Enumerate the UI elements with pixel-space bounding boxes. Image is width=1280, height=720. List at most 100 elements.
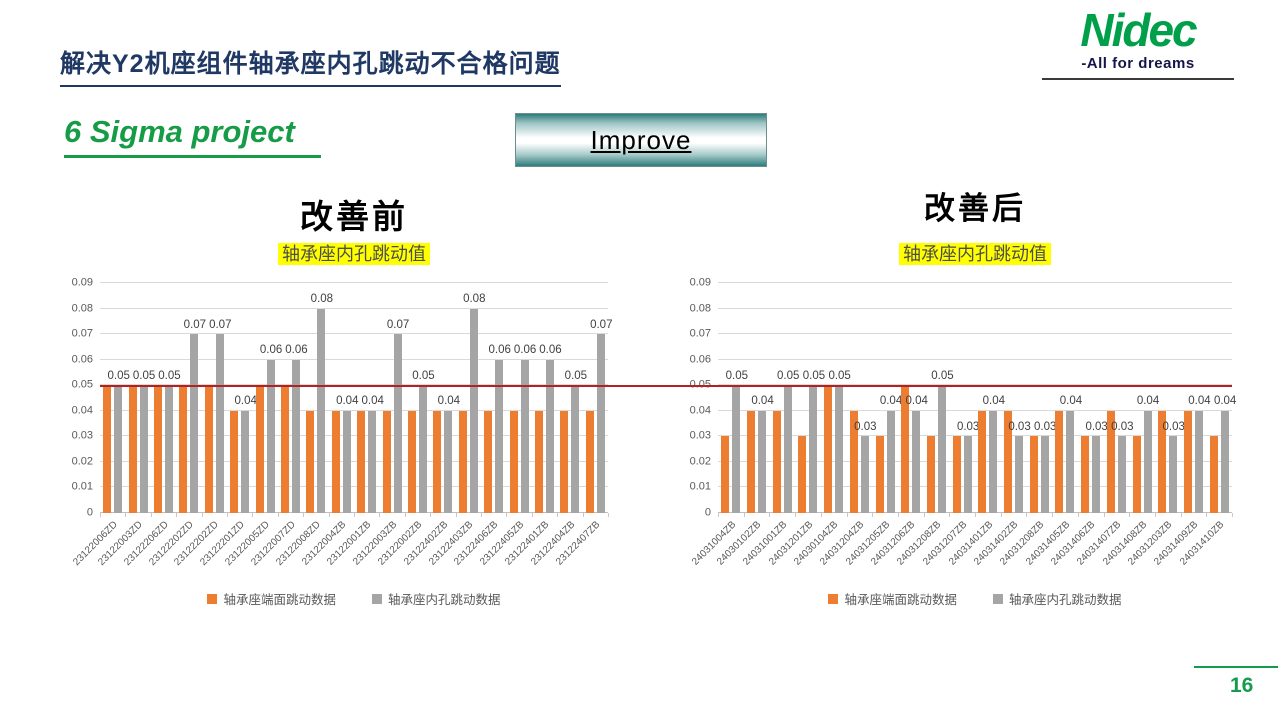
bar-face-runout: [952, 436, 961, 513]
data-label: 0.05: [412, 369, 435, 382]
x-axis-tick: [430, 513, 432, 517]
bar-face-runout: [255, 385, 264, 513]
gridline: [100, 358, 608, 360]
x-axis-tick: [557, 513, 559, 517]
after-chart-header: 改善后: [924, 191, 1026, 226]
bar-face-runout: [331, 410, 340, 513]
bar-bore-runout: [1169, 436, 1178, 513]
y-axis-label: 0.04: [71, 404, 93, 417]
data-label: 0.07: [386, 318, 410, 331]
bar-group: 0.08: [456, 283, 485, 513]
bar-bore-runout: [215, 334, 224, 513]
legend-swatch-icon: [993, 593, 1003, 604]
legend-swatch-icon: [372, 593, 382, 604]
bar-group: 0.03: [949, 283, 979, 513]
data-label: 0.03: [1162, 420, 1185, 433]
bar-bore-runout: [912, 410, 921, 513]
x-axis-tick: [531, 513, 533, 517]
bar-face-runout: [1029, 436, 1038, 513]
bar-bore-runout: [809, 385, 818, 513]
data-label: 0.06: [259, 344, 283, 357]
bar-face-runout: [230, 410, 239, 513]
bar-group: 0.04: [1181, 283, 1211, 513]
bar-group: 0.04: [227, 283, 257, 513]
bar-bore-runout: [114, 385, 123, 513]
bar-face-runout: [978, 410, 987, 513]
x-axis-tick: [923, 513, 925, 517]
x-axis-tick: [455, 513, 457, 517]
bar-face-runout: [509, 410, 518, 513]
x-axis-tick: [872, 513, 874, 517]
bar-face-runout: [382, 410, 391, 513]
x-axis-tick: [1232, 513, 1233, 517]
x-axis-tick: [1180, 513, 1182, 517]
bar-bore-runout: [495, 359, 504, 513]
nidec-logo: Nidec -All for dreams: [1042, 6, 1234, 81]
bar-bore-runout: [835, 385, 844, 513]
bar-bore-runout: [860, 436, 869, 513]
x-axis-tick: [795, 513, 797, 517]
y-axis-label: 0.07: [71, 327, 93, 340]
bar-group: 0.04: [354, 283, 384, 513]
y-axis-label: 0.06: [689, 353, 711, 366]
bar-bore-runout: [1040, 436, 1049, 513]
bar-bore-runout: [1194, 410, 1203, 513]
bar-face-runout: [204, 385, 213, 513]
bar-bore-runout: [783, 385, 792, 513]
data-label: 0.04: [1059, 395, 1083, 408]
data-label: 0.07: [590, 318, 613, 331]
x-axis-tick: [379, 513, 381, 517]
bar-group: 0.05: [125, 283, 155, 513]
y-axis-label: 0.05: [71, 378, 93, 391]
data-label: 0.04: [336, 395, 359, 408]
bar-group: 0.03: [1104, 283, 1134, 513]
bar-bore-runout: [596, 334, 605, 513]
footer-line: [1194, 666, 1278, 668]
x-axis-tick: [277, 513, 279, 517]
bar-group: 0.04: [898, 283, 928, 513]
page-number: 16: [1230, 674, 1254, 697]
y-axis-label: 0.04: [689, 404, 711, 417]
y-axis-label: 0: [86, 506, 93, 519]
legend-label: 轴承座内孔跳动数据: [1009, 593, 1122, 607]
x-axis-tick: [582, 513, 584, 517]
bar-group: 0.06: [481, 283, 511, 513]
gridline: [718, 435, 1232, 437]
bar-face-runout: [1055, 410, 1064, 513]
bar-group: 0.06: [532, 283, 562, 513]
bar-group: 0.04: [975, 283, 1005, 513]
bar-bore-runout: [1117, 436, 1126, 513]
bar-bore-runout: [1143, 410, 1152, 513]
after-chart-title: 轴承座内孔跳动值: [899, 243, 1051, 265]
bar-face-runout: [1209, 436, 1218, 513]
x-axis-tick: [820, 513, 822, 517]
gridline: [100, 486, 608, 488]
bar-group: 0.05: [769, 283, 799, 513]
data-label: 0.07: [183, 318, 207, 331]
bar-face-runout: [534, 410, 543, 513]
bar-face-runout: [772, 410, 781, 513]
data-label: 0.05: [158, 369, 181, 382]
bar-face-runout: [1004, 410, 1013, 513]
bar-face-runout: [280, 385, 289, 513]
x-axis-tick: [897, 513, 899, 517]
after-chart-legend: 轴承座端面跳动数据 轴承座内孔跳动数据: [718, 589, 1232, 608]
bar-group: 0.04: [1206, 283, 1236, 513]
gridline: [718, 384, 1232, 386]
data-label: 0.03: [1085, 420, 1108, 433]
y-axis-label: 0.09: [689, 276, 711, 289]
bar-group: 0.05: [821, 283, 851, 513]
y-axis-label: 0.08: [71, 302, 93, 315]
bar-group: 0.04: [1052, 283, 1082, 513]
x-axis-tick: [125, 513, 127, 517]
x-axis-tick: [1206, 513, 1208, 517]
y-axis-label: 0.05: [690, 379, 711, 391]
bar-face-runout: [103, 385, 112, 513]
bar-group: 0.08: [303, 283, 333, 513]
six-sigma-project-label: 6 Sigma project: [64, 114, 321, 158]
x-axis-tick: [1052, 513, 1054, 517]
after-chart-plot-area: 00.010.020.030.040.050.060.070.080.090.0…: [690, 277, 1237, 518]
bar-group: 0.05: [924, 283, 954, 513]
bar-face-runout: [128, 385, 137, 513]
bar-bore-runout: [1066, 410, 1075, 513]
